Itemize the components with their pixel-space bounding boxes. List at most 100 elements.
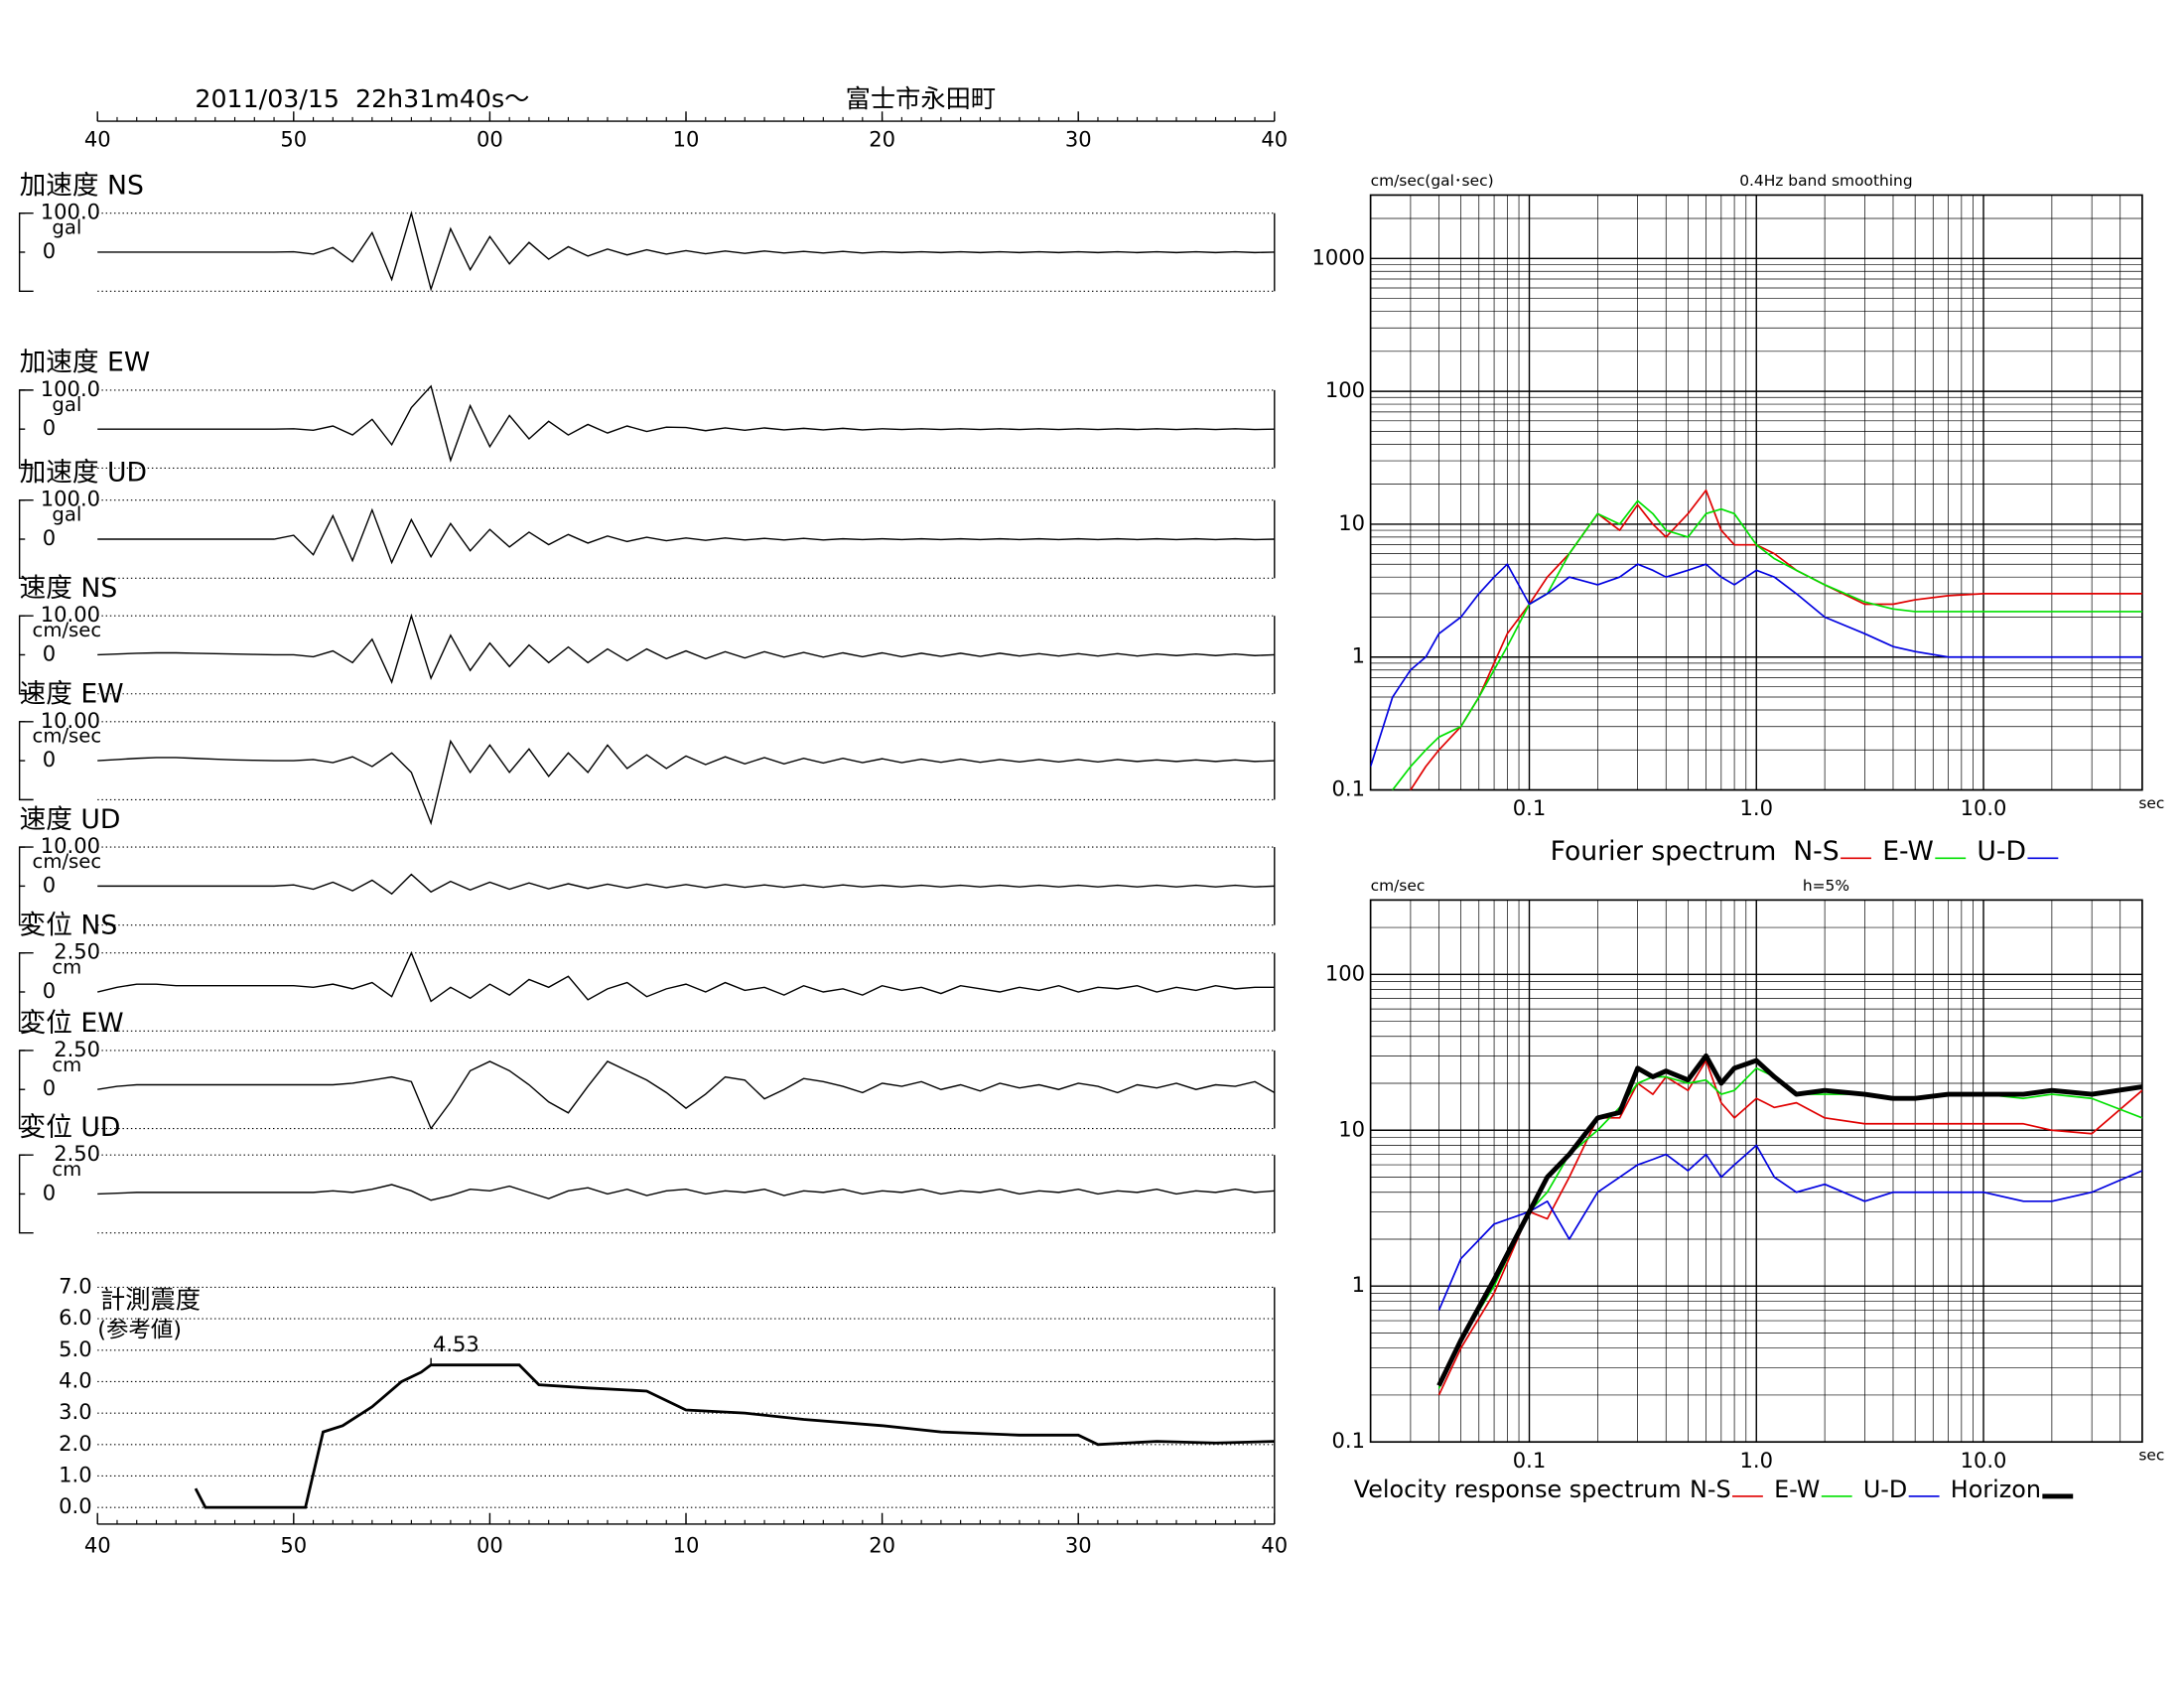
- trace-name: 加速度 NS: [20, 171, 144, 202]
- waveform-trace: [97, 873, 1275, 896]
- waveform-trace: [97, 507, 1275, 565]
- y-tick-label: 100: [1325, 377, 1365, 402]
- plot-note: 0.4Hz band smoothing: [1739, 172, 1912, 190]
- trace-tick-label: 2.50: [54, 1141, 100, 1166]
- time-tick-label: 30: [1065, 127, 1092, 152]
- trace-tick-label: 10.00: [41, 602, 100, 627]
- y-tick-label: 7.0: [59, 1273, 91, 1298]
- legend-label: U-D: [1977, 836, 2026, 867]
- y-tick-label: 0.1: [1332, 1428, 1365, 1453]
- intensity-line: [194, 1363, 1275, 1509]
- trace-tick-label: 0: [43, 238, 56, 263]
- y-tick-label: 1: [1352, 1272, 1365, 1297]
- trace-unit: gal: [52, 503, 81, 526]
- legend-label: Horizon: [1951, 1476, 2041, 1503]
- trace-tick-label: 0: [43, 747, 56, 772]
- y-label: cm/sec(gal･sec): [1371, 172, 1494, 190]
- trace-tick-label: 2.50: [54, 1037, 100, 1061]
- waveform-trace: [97, 739, 1275, 826]
- y-tick-label: 10: [1338, 1116, 1365, 1141]
- peak-label: 4.53: [433, 1332, 479, 1356]
- y-tick-label: 0.0: [59, 1493, 91, 1518]
- trace-name: 加速度 UD: [20, 458, 147, 489]
- legend-label: N-S: [1690, 1476, 1731, 1503]
- trace-tick-label: 100.0: [41, 487, 100, 511]
- legend-label: E-W: [1882, 836, 1934, 867]
- trace-name: 速度 EW: [20, 679, 124, 710]
- trace-unit: cm: [52, 1054, 81, 1076]
- legend-title: Fourier spectrum: [1551, 836, 1777, 867]
- trace-name: 速度 NS: [20, 573, 118, 604]
- trace-unit: cm: [52, 956, 81, 979]
- y-tick-label: 100: [1325, 960, 1365, 985]
- legend-label: E-W: [1774, 1476, 1820, 1503]
- plot-frame: [1369, 194, 2143, 791]
- series-group: [1436, 1053, 2142, 1396]
- time-tick-label: 40: [1261, 127, 1288, 152]
- legend-label: N-S: [1793, 836, 1839, 867]
- trace-tick-label: 2.50: [54, 939, 100, 964]
- y-tick-label: 5.0: [59, 1336, 91, 1361]
- trace-tick-label: 0: [43, 415, 56, 440]
- trace-name: 変位 EW: [20, 1008, 124, 1039]
- x-tick-label: 0.1: [1513, 1448, 1546, 1473]
- trace-tick-label: 100.0: [41, 200, 100, 224]
- time-tick-label: 00: [477, 127, 503, 152]
- trace-tick-label: 0: [43, 1075, 56, 1100]
- trace-unit: cm/sec: [33, 725, 102, 748]
- x-tick-label: 40: [1261, 1532, 1288, 1557]
- spectrum-line: [1436, 1053, 2142, 1387]
- time-tick-label: 50: [280, 127, 307, 152]
- y-tick-label: 4.0: [59, 1367, 91, 1392]
- x-tick-label: 30: [1065, 1532, 1092, 1557]
- x-tick-label: 00: [477, 1532, 503, 1557]
- y-label-note: (参考値): [97, 1317, 182, 1342]
- trace-tick-label: 10.00: [41, 708, 100, 733]
- x-tick-label: 10.0: [1961, 1448, 2007, 1473]
- trace-tick-label: 100.0: [41, 376, 100, 401]
- y-label: cm/sec: [1371, 877, 1426, 895]
- trace-name: 変位 UD: [20, 1112, 121, 1143]
- waveform-trace: [97, 384, 1275, 463]
- trace-unit: cm: [52, 1158, 81, 1181]
- trace-name: 加速度 EW: [20, 348, 151, 378]
- legend-title: Velocity response spectrum: [1354, 1476, 1682, 1503]
- waveform-trace: [97, 211, 1275, 292]
- trace-name: 変位 NS: [20, 911, 118, 941]
- waveform-trace: [97, 1184, 1275, 1201]
- trace-unit: cm/sec: [33, 850, 102, 873]
- x-tick-label: 20: [869, 1532, 895, 1557]
- legend-label: U-D: [1863, 1476, 1907, 1503]
- trace-tick-label: 10.00: [41, 833, 100, 858]
- trace-name: 速度 UD: [20, 804, 121, 835]
- x-tick-label: 1.0: [1740, 795, 1773, 820]
- series-group: [1370, 489, 2142, 790]
- time-tick-label: 20: [869, 127, 895, 152]
- y-tick-label: 0.1: [1332, 776, 1365, 801]
- x-label: sec: [2138, 794, 2164, 812]
- spectrum-line: [1370, 563, 2142, 768]
- spectrum-line: [1437, 1144, 2142, 1311]
- y-tick-label: 1: [1352, 643, 1365, 668]
- time-tick-label: 40: [84, 127, 111, 152]
- x-tick-label: 1.0: [1740, 1448, 1773, 1473]
- trace-tick-label: 0: [43, 1180, 56, 1204]
- trace-tick-label: 0: [43, 978, 56, 1003]
- spectrum-line: [1391, 499, 2142, 790]
- station-name: 富士市永田町: [846, 84, 997, 113]
- y-tick-label: 3.0: [59, 1399, 91, 1424]
- spectrum-line: [1437, 1066, 2142, 1389]
- waveform-trace: [97, 613, 1275, 684]
- y-tick-label: 10: [1338, 510, 1365, 535]
- trace-unit: cm/sec: [33, 619, 102, 641]
- trace-unit: gal: [52, 393, 81, 416]
- x-tick-label: 50: [280, 1532, 307, 1557]
- y-tick-label: 1000: [1311, 244, 1365, 269]
- y-tick-label: 6.0: [59, 1305, 91, 1330]
- y-tick-label: 1.0: [59, 1462, 91, 1486]
- plot-note: h=5%: [1803, 877, 1849, 895]
- x-tick-label: 0.1: [1513, 795, 1546, 820]
- trace-tick-label: 0: [43, 640, 56, 665]
